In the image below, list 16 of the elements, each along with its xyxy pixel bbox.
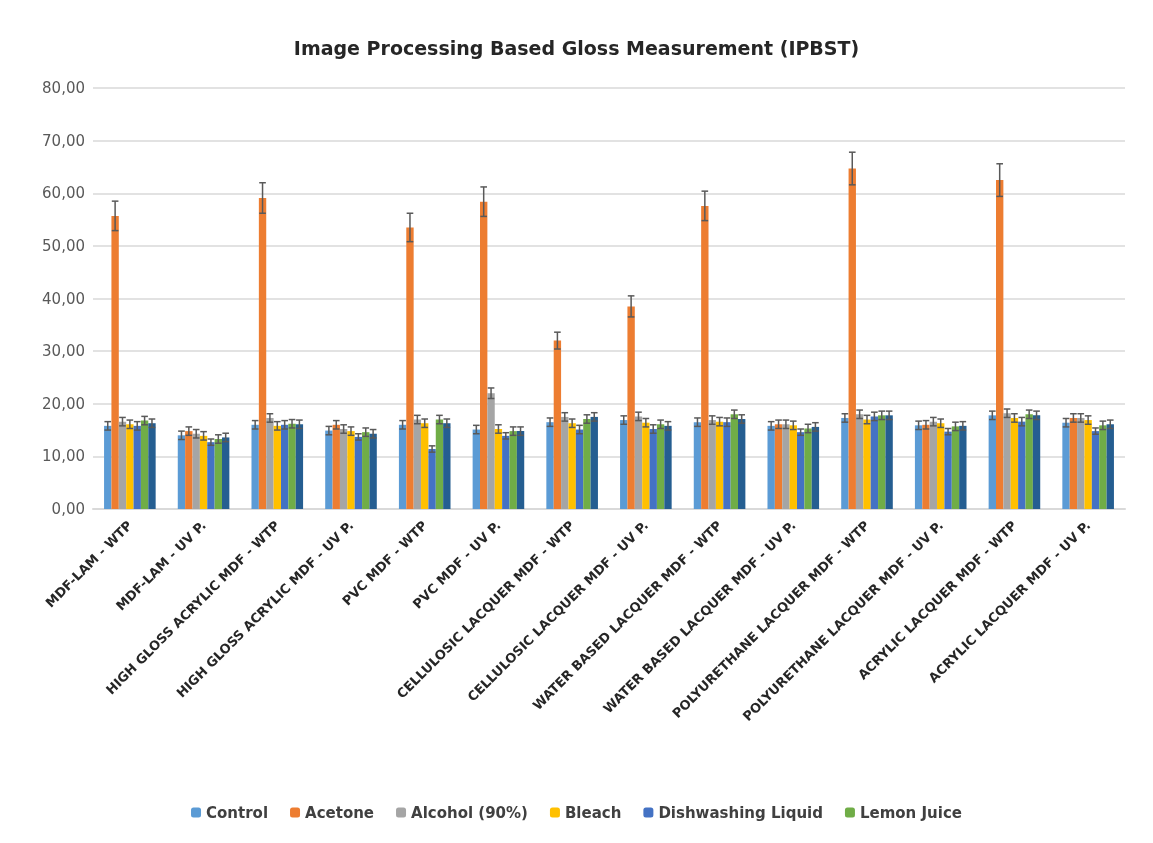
- y-tick-label: 40,00: [42, 289, 85, 308]
- y-tick-label: 70,00: [42, 131, 85, 150]
- y-tick-label: 10,00: [42, 447, 85, 466]
- legend-label: Alcohol (90%): [411, 803, 528, 822]
- y-tick-label: 0,00: [51, 500, 85, 518]
- y-tick-label: 50,00: [42, 236, 85, 255]
- y-tick-label: 60,00: [42, 184, 85, 203]
- legend-label: Lemon Juice: [859, 803, 962, 822]
- y-tick-label: 30,00: [42, 342, 85, 361]
- legend-label: Acetone: [305, 803, 375, 822]
- legend-label: Bleach: [564, 803, 622, 822]
- legend-label: Control: [206, 803, 269, 822]
- y-tick-label: 80,00: [42, 79, 85, 97]
- legend-label: Dishwashing Liquid: [658, 803, 823, 822]
- y-tick-label: 20,00: [42, 394, 85, 413]
- chart-title: Image Processing Based Gloss Measurement (IPBST): [293, 36, 860, 59]
